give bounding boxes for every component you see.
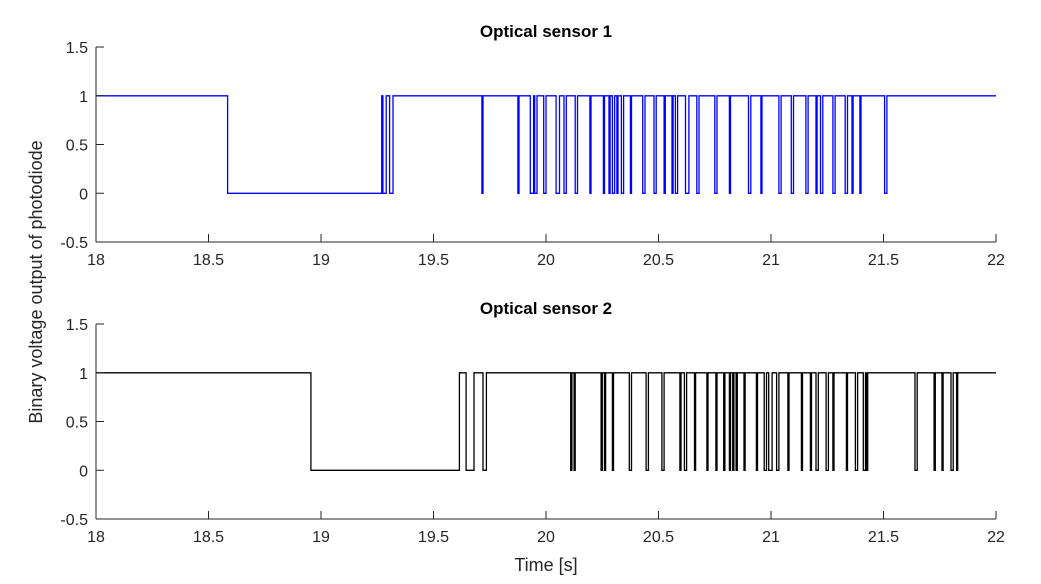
y-tick-label: 1 [79,89,88,106]
x-tick-label: 21.5 [868,529,899,546]
x-tick-label: 21.5 [868,252,899,269]
x-tick-label: 22 [987,252,1005,269]
x-tick-label: 19 [312,529,330,546]
x-tick-label: 18.5 [193,252,224,269]
chart-title: Optical sensor 2 [480,299,612,318]
plot-area [96,324,996,519]
y-tick-label: 0.5 [66,138,88,155]
y-tick-label: 1 [79,366,88,383]
y-tick-label: -0.5 [60,235,88,252]
y-tick-label: 1.5 [66,40,88,57]
x-tick-label: 18 [87,252,105,269]
chart-panel-1: 18 18.5 19 19.5 20 20.5 21 21.5 22 -0.5 0 0.5 1 1.5 Op… [60,22,1005,269]
x-tick-label: 21 [762,529,780,546]
x-tick-label: 18.5 [193,529,224,546]
x-tick-label: 20.5 [643,529,674,546]
x-tick-label: 19 [312,252,330,269]
x-tick-label: 20 [537,252,555,269]
chart-panel-2: 18 18.5 19 19.5 20 20.5 21 21.5 22 -0.5 0 0.5 1 1.5 Op… [60,299,1005,546]
x-tick-label: 20 [537,529,555,546]
x-tick-label: 19.5 [418,529,449,546]
series-line-1-1 [96,95,996,194]
x-tick-label: 19.5 [418,252,449,269]
y-tick-label: 0 [79,463,88,480]
y-axis-label: Binary voltage output of photodiode [26,140,46,423]
chart-title: Optical sensor 1 [480,22,612,41]
y-tick-label: 0.5 [66,415,88,432]
series-line-2-1 [96,372,996,471]
y-tick-label: -0.5 [60,512,88,529]
y-tick-label: 0 [79,186,88,203]
x-tick-label: 21 [762,252,780,269]
x-tick-label: 18 [87,529,105,546]
x-tick-label: 22 [987,529,1005,546]
x-axis-label: Time [s] [514,555,577,575]
y-tick-label: 1.5 [66,317,88,334]
x-tick-label: 20.5 [643,252,674,269]
